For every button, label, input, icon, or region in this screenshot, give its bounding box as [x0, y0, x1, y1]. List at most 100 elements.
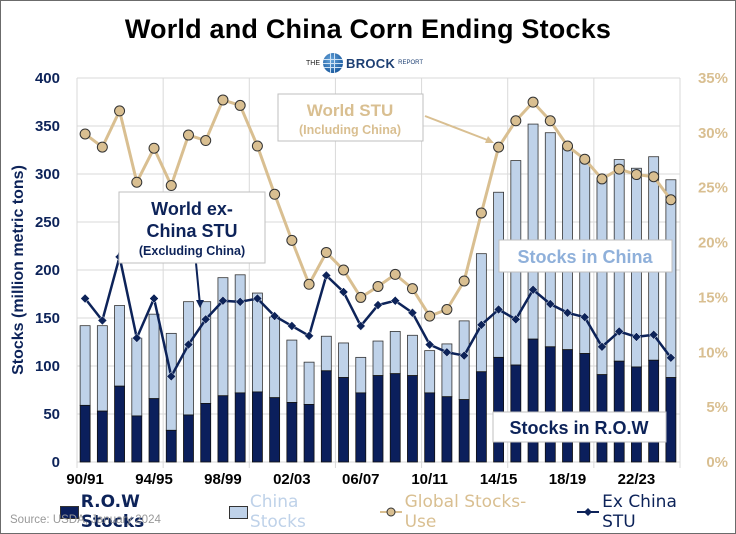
callout-exchina-stu: World ex- China STU (Excluding China) [117, 191, 266, 308]
bar-china-stocks [114, 305, 125, 387]
bar-row-stocks [562, 349, 573, 463]
ex-china-stu-point [407, 307, 418, 318]
bar-row-stocks [286, 402, 298, 463]
bar-row-stocks [148, 398, 160, 463]
global-stu-point [648, 171, 660, 183]
bar-china-stocks [79, 325, 91, 406]
ex-china-stu-point [166, 371, 177, 382]
global-stu-point [665, 194, 677, 206]
y-tick-label: 150 [35, 310, 60, 327]
logo-report: REPORT [398, 60, 424, 66]
bar-china-stocks [303, 361, 315, 405]
ex-china-stu-point [528, 284, 538, 295]
callout-world-stu-sub: (Including China) [299, 123, 401, 137]
bar-china-stocks [251, 292, 263, 393]
ex-china-stu-point [304, 330, 314, 341]
x-tick-label: 90/91 [66, 471, 104, 488]
global-stu-point [493, 141, 505, 153]
global-stu-point [355, 291, 367, 303]
bar-china-stocks [286, 339, 298, 403]
globe-icon [323, 53, 343, 73]
y2-tick-label: 30% [698, 125, 728, 142]
ex-china-stu-point [183, 339, 194, 350]
ex-china-stu-point [321, 270, 332, 281]
callout-exchina-title-1: World ex- [151, 199, 233, 219]
callout-world-stu: World STU (Including China) [277, 93, 494, 143]
bar-row-stocks [338, 377, 349, 463]
global-stu-point [372, 280, 384, 292]
lines [79, 94, 677, 382]
global-stu-point [269, 188, 281, 200]
ex-china-stu-point [424, 339, 435, 350]
brock-report-logo: THE BROCK REPORT [306, 53, 423, 73]
ex-china-stu-point [373, 300, 383, 310]
bar-row-stocks [234, 392, 246, 463]
bar-row-stocks [458, 399, 470, 463]
global-stu-point [251, 140, 263, 152]
bar-china-stocks [217, 277, 229, 397]
global-stu-point [527, 96, 539, 108]
chart-title: World and China Corn Ending Stocks [124, 14, 612, 44]
global-stu-point [406, 283, 418, 295]
global-stu-point [544, 115, 556, 127]
legend-item-row: R.O.W Stocks [60, 492, 207, 532]
x-tick-label: 02/03 [273, 471, 311, 488]
global-stu-point [303, 278, 315, 290]
source-note: Source: USDA, January 2024 [10, 514, 161, 526]
bar-china-stocks [527, 123, 539, 340]
y-tick-label: 400 [35, 70, 60, 87]
logo-brand: BROCK [346, 55, 396, 71]
y2-tick-label: 15% [698, 289, 728, 306]
ex-china-stu-point [666, 352, 676, 363]
bar-china-stocks [183, 301, 194, 416]
ex-china-stu-point [562, 307, 573, 318]
x-tick-label: 06/07 [342, 471, 380, 488]
global-stu-point [148, 142, 160, 154]
global-stu-point [200, 135, 212, 147]
bar-row-stocks [269, 397, 281, 463]
y2-tick-label: 5% [706, 399, 728, 416]
global-stu-point [579, 153, 591, 165]
y-tick-label: 50 [43, 406, 60, 423]
bar-row-stocks [320, 370, 332, 463]
bar-row-stocks [372, 375, 384, 463]
ex-china-stu-point [510, 314, 521, 325]
bar-row-stocks [183, 414, 194, 463]
bar-row-stocks [493, 356, 505, 463]
bar-china-stocks [148, 313, 160, 400]
callout-world-stu-title: World STU [307, 101, 394, 120]
global-stu-point [114, 105, 126, 117]
ex-china-stu-point [218, 295, 228, 306]
bar-china-stocks [131, 337, 143, 417]
legend-item-china: China Stocks [229, 492, 358, 532]
y-tick-label: 350 [35, 118, 60, 135]
bar-row-stocks [648, 359, 660, 463]
y2-tick-label: 35% [698, 70, 728, 87]
ex-china-stu-point [631, 332, 642, 342]
label-stocks-row: Stocks in R.O.W [492, 411, 667, 443]
bar-row-stocks [389, 373, 401, 463]
logo-the: THE [306, 59, 320, 67]
global-stu-point [475, 207, 487, 219]
y2-tick-label: 0% [706, 454, 728, 471]
diamond-marker-icon [577, 508, 600, 516]
global-stu-point [458, 275, 470, 287]
bar-row-stocks [544, 346, 556, 463]
global-stu-point [217, 94, 229, 106]
y-tick-label: 300 [35, 166, 60, 183]
ex-china-stu-point [149, 293, 159, 304]
y2-tick-label: 20% [698, 235, 728, 252]
global-stu-point [338, 264, 350, 276]
ex-china-stu-point [338, 287, 349, 297]
bar-china-stocks [407, 334, 418, 376]
ex-china-stu-point [476, 320, 487, 330]
bar-row-stocks [527, 338, 539, 463]
y-tick-label: 250 [35, 214, 60, 231]
axes: 0 50 100 150 200 250 300 350 400 0% 5% 10% 15% 20% 25%… [35, 70, 728, 488]
ex-china-stu-point [200, 314, 211, 325]
bar-china-stocks [665, 179, 677, 378]
y-tick-label: 0 [52, 454, 60, 471]
global-stu-point [510, 115, 522, 127]
bar-row-stocks [303, 403, 315, 463]
